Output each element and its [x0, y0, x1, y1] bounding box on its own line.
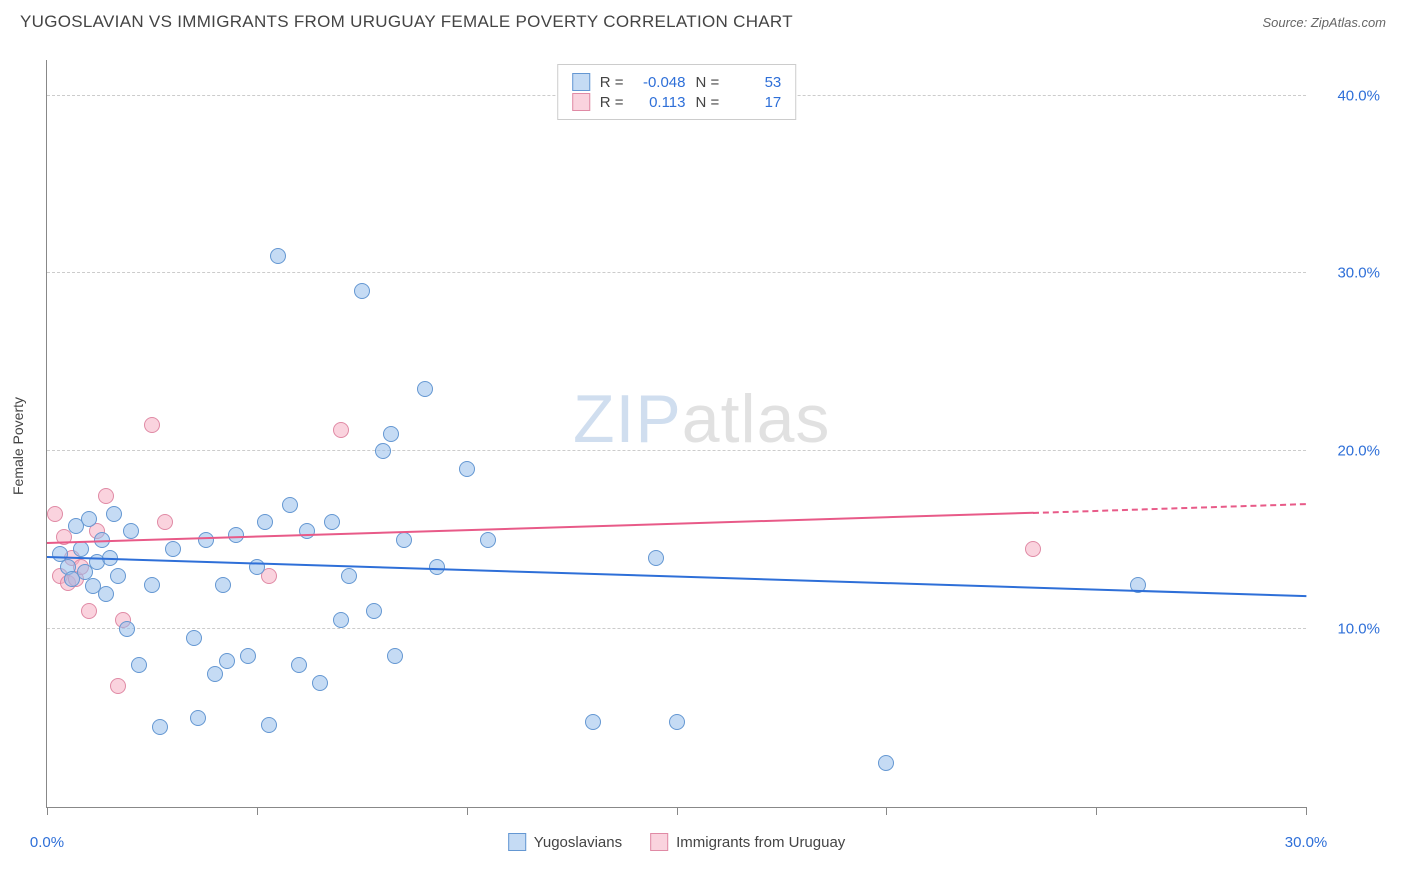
x-tick-label: 30.0%	[1285, 834, 1328, 851]
data-point	[240, 648, 256, 664]
y-tick-label: 20.0%	[1316, 443, 1380, 460]
stats-legend: R = -0.048 N = 53 R = 0.113 N = 17	[557, 64, 797, 120]
data-point	[190, 710, 206, 726]
chart-title: YUGOSLAVIAN VS IMMIGRANTS FROM URUGUAY F…	[20, 12, 793, 32]
x-tick-mark	[677, 807, 678, 815]
y-axis-label: Female Poverty	[10, 397, 26, 495]
data-point	[417, 381, 433, 397]
data-point	[81, 603, 97, 619]
watermark: ZIPatlas	[573, 380, 830, 458]
data-point	[387, 648, 403, 664]
data-point	[299, 523, 315, 539]
data-point	[375, 443, 391, 459]
data-point	[110, 678, 126, 694]
plot-region: ZIPatlas R = -0.048 N = 53 R = 0.113 N =…	[46, 60, 1306, 808]
legend-label-b: Immigrants from Uruguay	[676, 834, 845, 851]
data-point	[383, 426, 399, 442]
data-point	[878, 755, 894, 771]
legend-swatch-b	[572, 93, 590, 111]
data-point	[480, 532, 496, 548]
data-point	[81, 511, 97, 527]
y-tick-label: 40.0%	[1316, 87, 1380, 104]
data-point	[106, 506, 122, 522]
data-point	[354, 283, 370, 299]
data-point	[98, 488, 114, 504]
data-point	[186, 630, 202, 646]
data-point	[333, 612, 349, 628]
data-point	[73, 541, 89, 557]
data-point	[585, 714, 601, 730]
data-point	[123, 523, 139, 539]
gridline	[47, 628, 1306, 629]
data-point	[249, 559, 265, 575]
data-point	[228, 527, 244, 543]
gridline	[47, 272, 1306, 273]
x-tick-mark	[886, 807, 887, 815]
data-point	[152, 719, 168, 735]
data-point	[312, 675, 328, 691]
data-point	[429, 559, 445, 575]
data-point	[270, 248, 286, 264]
data-point	[291, 657, 307, 673]
data-point	[131, 657, 147, 673]
data-point	[47, 506, 63, 522]
data-point	[215, 577, 231, 593]
data-point	[257, 514, 273, 530]
gridline	[47, 450, 1306, 451]
legend-swatch-a2	[508, 833, 526, 851]
data-point	[282, 497, 298, 513]
trend-line	[47, 556, 1306, 597]
x-tick-label: 0.0%	[30, 834, 64, 851]
data-point	[341, 568, 357, 584]
data-point	[98, 586, 114, 602]
data-point	[261, 717, 277, 733]
y-tick-label: 30.0%	[1316, 265, 1380, 282]
data-point	[219, 653, 235, 669]
data-point	[144, 577, 160, 593]
x-tick-mark	[47, 807, 48, 815]
x-tick-mark	[1096, 807, 1097, 815]
data-point	[459, 461, 475, 477]
y-tick-label: 10.0%	[1316, 621, 1380, 638]
trend-line	[1033, 503, 1306, 514]
chart-area: Female Poverty ZIPatlas R = -0.048 N = 5…	[46, 60, 1386, 832]
data-point	[198, 532, 214, 548]
x-tick-mark	[467, 807, 468, 815]
trend-line	[47, 512, 1033, 544]
data-point	[119, 621, 135, 637]
data-point	[648, 550, 664, 566]
data-point	[207, 666, 223, 682]
source-label: Source: ZipAtlas.com	[1262, 15, 1386, 30]
series-legend: Yugoslavians Immigrants from Uruguay	[508, 833, 846, 851]
data-point	[669, 714, 685, 730]
x-tick-mark	[1306, 807, 1307, 815]
x-tick-mark	[257, 807, 258, 815]
legend-label-a: Yugoslavians	[534, 834, 622, 851]
data-point	[324, 514, 340, 530]
data-point	[333, 422, 349, 438]
legend-swatch-a	[572, 73, 590, 91]
data-point	[1025, 541, 1041, 557]
legend-swatch-b2	[650, 833, 668, 851]
data-point	[110, 568, 126, 584]
data-point	[366, 603, 382, 619]
data-point	[396, 532, 412, 548]
data-point	[157, 514, 173, 530]
data-point	[165, 541, 181, 557]
data-point	[144, 417, 160, 433]
